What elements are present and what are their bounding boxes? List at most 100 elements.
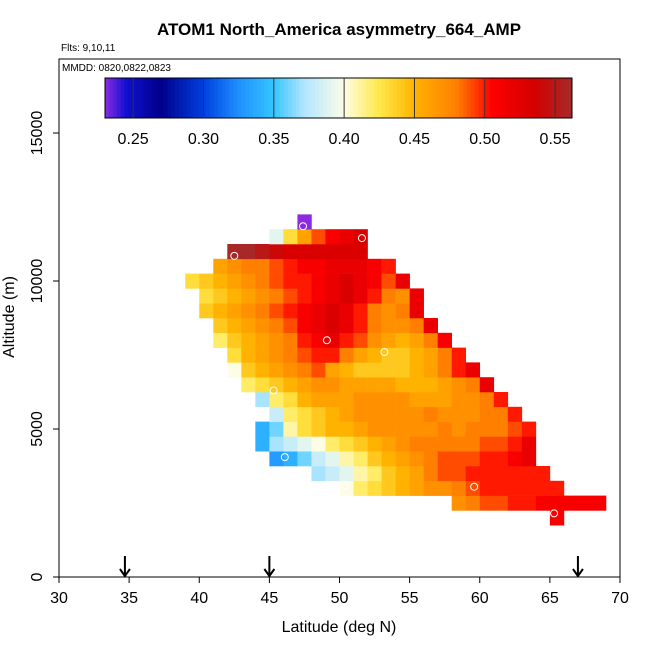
heatmap-cell	[479, 466, 495, 482]
y-tick-label: 15000	[29, 111, 46, 156]
heatmap-cell	[395, 392, 410, 408]
heatmap-cell	[227, 347, 242, 363]
heatmap-cell	[423, 347, 438, 363]
measurement-circle	[322, 336, 331, 345]
x-tick-label: 70	[611, 590, 629, 607]
heatmap-cell	[395, 480, 410, 496]
colorbar-segment	[213, 78, 219, 118]
heatmap-cell	[521, 451, 537, 467]
axes: 30 35 40 45 50 55 60 65 70 0 5000 10000 15000	[29, 111, 629, 607]
heatmap-cell	[283, 451, 298, 467]
heatmap-cell	[325, 466, 340, 482]
heatmap-cell	[451, 436, 467, 452]
colorbar-segment	[544, 78, 550, 118]
heatmap-cell	[423, 466, 438, 482]
heatmap-cell	[535, 495, 551, 511]
heatmap-cell	[451, 347, 467, 363]
heatmap-cell	[367, 421, 382, 437]
heatmap-cell	[297, 229, 312, 245]
heatmap-cell	[325, 303, 340, 319]
heatmap-cell	[479, 495, 495, 511]
heatmap-cell	[269, 258, 284, 274]
heatmap-cell	[311, 406, 326, 422]
heatmap-cell	[395, 362, 410, 378]
heatmap-cell	[297, 421, 312, 437]
colorbar-segment	[373, 78, 378, 118]
heatmap-cell	[423, 436, 438, 452]
heatmap-cell	[297, 303, 312, 319]
heatmap-cell	[269, 421, 284, 437]
measurement-circle	[357, 234, 366, 243]
heatmap-cell	[269, 303, 284, 319]
heatmap-cell	[367, 451, 382, 467]
heatmap-cell	[227, 244, 242, 260]
colorbar-segment	[194, 78, 199, 118]
heatmap-cell	[325, 288, 340, 304]
heatmap-cell	[311, 436, 326, 452]
colorbar-segment	[548, 78, 553, 118]
heatmap-cell	[577, 495, 593, 511]
heatmap-cell	[353, 392, 368, 408]
heatmap-cell	[437, 362, 452, 378]
heatmap-cell	[437, 480, 452, 496]
heatmap-cell	[353, 273, 368, 289]
heatmap-cell	[381, 303, 396, 319]
heatmap-cell	[381, 318, 396, 334]
heatmap-cell	[409, 451, 424, 467]
heatmap-cell	[339, 303, 354, 319]
heatmap-cell	[367, 258, 382, 274]
colorbar-segment	[536, 78, 542, 118]
heatmap-cell	[563, 495, 579, 511]
y-tick-label: 5000	[29, 411, 46, 447]
heatmap-cell	[339, 318, 354, 334]
heatmap-cell	[521, 480, 537, 496]
colorbar-segment	[163, 78, 168, 118]
heatmap-cell	[409, 332, 424, 348]
colorbar-segment	[463, 78, 468, 118]
heatmap-cell	[507, 436, 523, 452]
x-tick-label: 55	[401, 590, 419, 607]
colorbar-segment	[322, 78, 328, 118]
colorbar-segment	[241, 78, 246, 118]
heatmap-cell	[381, 362, 396, 378]
colorbar-segment	[338, 78, 343, 118]
heatmap-cell	[465, 377, 481, 393]
latitude-arrow	[572, 556, 584, 578]
measurement-circle	[550, 509, 559, 518]
colorbar-segment	[517, 78, 522, 118]
heatmap-cell	[353, 451, 368, 467]
colorbar-segment	[455, 78, 460, 118]
heatmap-cell	[325, 362, 340, 378]
heatmap-cell	[381, 392, 396, 408]
colorbar-segment	[280, 78, 285, 118]
colorbar-segment	[132, 78, 137, 118]
heatmap-cell	[521, 436, 537, 452]
heatmap-cell	[367, 436, 382, 452]
heatmap-cell	[507, 466, 523, 482]
heatmap-cell	[381, 466, 396, 482]
heatmap-cell	[479, 436, 495, 452]
heatmap-cell	[241, 273, 256, 289]
heatmap-cell	[409, 347, 424, 363]
heatmap-cell	[395, 421, 410, 437]
chart-title: ATOM1 North_America asymmetry_664_AMP	[157, 20, 521, 39]
x-tick-label: 60	[471, 590, 489, 607]
heatmap-cell	[549, 510, 565, 526]
heatmap-cell	[269, 347, 284, 363]
measurement-circle	[269, 386, 278, 395]
colorbar-segment	[556, 78, 561, 118]
heatmap-cell	[395, 288, 410, 304]
colorbar-segment	[334, 78, 339, 118]
colorbar-segment	[435, 78, 441, 118]
heatmap-cell	[493, 480, 509, 496]
heatmap-cell	[423, 318, 438, 334]
heatmap-cell	[297, 273, 312, 289]
colorbar-segment	[315, 78, 320, 118]
heatmap-cell	[297, 244, 312, 260]
heatmap-cell	[409, 288, 424, 304]
heatmap-cell	[297, 258, 312, 274]
heatmap-cell	[311, 318, 326, 334]
heatmap-cell	[423, 406, 438, 422]
heatmap-cell	[367, 318, 382, 334]
heatmap-cell	[353, 377, 368, 393]
